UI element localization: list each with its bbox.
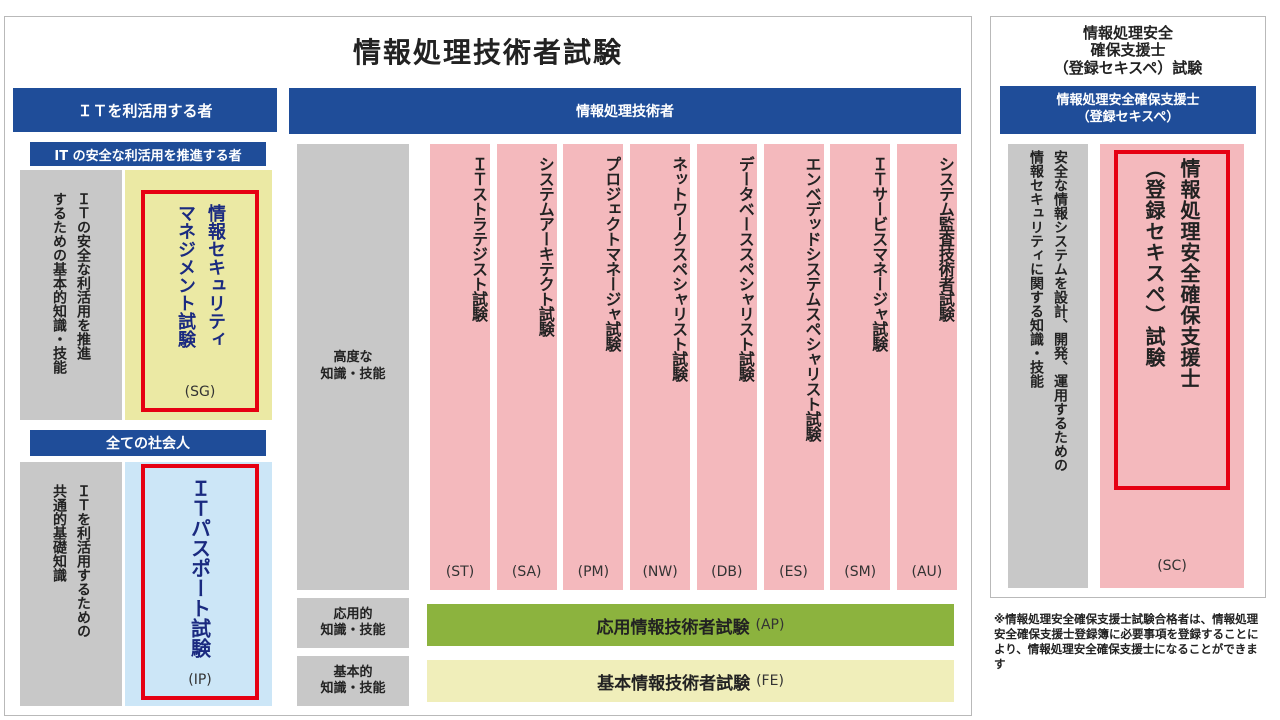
ip-description-line-1: ＩＴを利活用するための (75, 484, 91, 638)
ap-exam-code: (AP) (755, 617, 785, 633)
sg-description-line-2: するための基本的知識・技能 (51, 192, 67, 374)
sc-exam-highlight: 情報処理安全確保支援士 （登録セキスペ）試験 (1114, 150, 1230, 490)
sg-exam-name-line-2: マネジメント試験 (175, 204, 196, 348)
sc-exam-name-line-1: 情報処理安全確保支援士 (1177, 158, 1201, 389)
exam-column-nw: ネットワークスペシャリスト試験 (NW) (630, 144, 691, 590)
it-safe-users-subheader-text: IT の安全な利活用を推進する者 (54, 148, 242, 164)
basic-skill-label-line-2: 知識・技能 (320, 681, 386, 696)
advanced-skill-label-line-1: 高度な (333, 350, 373, 366)
basic-skill-label: 基本的 知識・技能 (297, 656, 409, 706)
exam-column-pm: プロジェクトマネージャ試験 (PM) (563, 144, 624, 590)
ip-exam-code: (IP) (188, 672, 212, 688)
sc-title: 情報処理安全 確保支援士 （登録セキスペ）試験 (990, 20, 1266, 82)
exam-column-code: (SA) (511, 564, 542, 580)
sc-description-line-2: 情報セキュリティに関する知識・技能 (1028, 150, 1044, 388)
sg-exam-name-line-1: 情報セキュリティ (205, 204, 226, 348)
advanced-skill-label-line-2: 知識・技能 (320, 367, 386, 382)
exam-column-st: ＩＴストラテジスト試験 (ST) (430, 144, 490, 590)
exam-column-sa: システムアーキテクト試験 (SA) (496, 144, 557, 590)
exam-column-name: ネットワークスペシャリスト試験 (669, 156, 689, 381)
applied-skill-label: 応用的 知識・技能 (297, 598, 409, 648)
all-society-header-text: 全ての社会人 (106, 436, 190, 452)
exam-column-au: システム監査技術者試験 (AU) (896, 144, 957, 590)
sc-title-line-2: 確保支援士 (1090, 41, 1166, 60)
sc-exam-code: (SC) (1157, 558, 1187, 574)
sc-note: ※情報処理安全確保支援士試験合格者は、情報処理安全確保支援士登録簿に必要事項を登… (994, 612, 1264, 712)
sc-description-panel: 安全な情報システムを設計、開発、運用するための 情報セキュリティに関する知識・技… (1008, 144, 1088, 588)
exam-column-name: データベーススペシャリスト試験 (735, 156, 755, 381)
fe-exam-code: (FE) (756, 673, 784, 689)
basic-skill-label-line-1: 基本的 (333, 664, 373, 680)
it-users-header-text: ＩＴを利活用する者 (77, 101, 213, 120)
ap-exam-name: 応用情報技術者試験 (596, 617, 750, 638)
sc-header: 情報処理安全確保支援士 （登録セキスペ） (1000, 86, 1256, 134)
exam-column-db: データベーススペシャリスト試験 (DB) (696, 144, 757, 590)
sc-exam-panel: 情報処理安全確保支援士 （登録セキスペ）試験 (SC) (1100, 144, 1244, 588)
applied-skill-label-line-2: 知識・技能 (320, 623, 386, 638)
all-society-header: 全ての社会人 (30, 430, 266, 456)
exam-column-code: (AU) (911, 564, 943, 580)
main-title-text: 情報処理技術者試験 (352, 36, 623, 69)
it-users-header: ＩＴを利活用する者 (13, 88, 277, 132)
exam-column-code: (NW) (642, 564, 678, 580)
ip-exam-panel: ＩＴパスポート試験 (IP) (125, 462, 272, 706)
ip-description-panel: ＩＴを利活用するための 共通的基礎知識 (20, 462, 122, 706)
sg-description-line-1: ＩＴの安全な利活用を推進 (75, 192, 91, 360)
sc-note-text: ※情報処理安全確保支援士試験合格者は、情報処理安全確保支援士登録簿に必要事項を登… (994, 612, 1259, 671)
main-title: 情報処理技術者試験 (4, 28, 972, 74)
exam-column-name: システムアーキテクト試験 (535, 156, 555, 336)
sc-description-line-1: 安全な情報システムを設計、開発、運用するための (1052, 150, 1068, 472)
exam-column-code: (DB) (711, 564, 743, 580)
exam-column-code: (PM) (577, 564, 610, 580)
engineers-header-text: 情報処理技術者 (576, 104, 674, 120)
fe-exam-name: 基本情報技術者試験 (597, 673, 751, 694)
it-safe-users-subheader: IT の安全な利活用を推進する者 (30, 142, 266, 166)
exam-column-code: (ST) (445, 564, 475, 580)
ip-description-line-2: 共通的基礎知識 (51, 484, 67, 582)
sc-header-line-2: （登録セキスペ） (1076, 110, 1180, 125)
ip-exam-highlight: ＩＴパスポート試験 (IP) (141, 464, 259, 700)
sg-exam-highlight: 情報セキュリティ マネジメント試験 (SG) (141, 190, 259, 412)
exam-column-name: ＩＴサービスマネージャ試験 (869, 156, 889, 351)
sc-title-line-1: 情報処理安全 (1082, 24, 1173, 43)
exam-column-name: プロジェクトマネージャ試験 (602, 156, 622, 351)
exam-column-name: システム監査技術者試験 (935, 156, 955, 321)
sg-description-panel: ＩＴの安全な利活用を推進 するための基本的知識・技能 (20, 170, 122, 420)
sc-exam-name-line-2: （登録セキスペ）試験 (1142, 158, 1166, 368)
exam-column-es: エンベデッドシステムスペシャリスト試験 (ES) (763, 144, 824, 590)
exam-column-sm: ＩＴサービスマネージャ試験 (SM) (830, 144, 891, 590)
engineers-header: 情報処理技術者 (289, 88, 961, 134)
exam-column-name: ＩＴストラテジスト試験 (469, 156, 488, 321)
fe-exam-bar: 基本情報技術者試験 (FE) (427, 660, 954, 702)
advanced-skill-label: 高度な 知識・技能 (297, 144, 409, 590)
exam-column-name: エンベデッドシステムスペシャリスト試験 (802, 156, 822, 441)
ap-exam-bar: 応用情報技術者試験 (AP) (427, 604, 954, 646)
applied-skill-label-line-1: 応用的 (333, 606, 373, 622)
sg-exam-code: (SG) (184, 384, 216, 400)
sc-header-line-1: 情報処理安全確保支援士 (1056, 93, 1200, 109)
sg-exam-panel: 情報セキュリティ マネジメント試験 (SG) (125, 170, 272, 420)
sc-title-line-3: （登録セキスペ）試験 (1053, 58, 1203, 77)
exam-column-code: (SM) (844, 564, 877, 580)
ip-exam-name: ＩＴパスポート試験 (187, 478, 212, 658)
exam-column-code: (ES) (779, 564, 808, 580)
